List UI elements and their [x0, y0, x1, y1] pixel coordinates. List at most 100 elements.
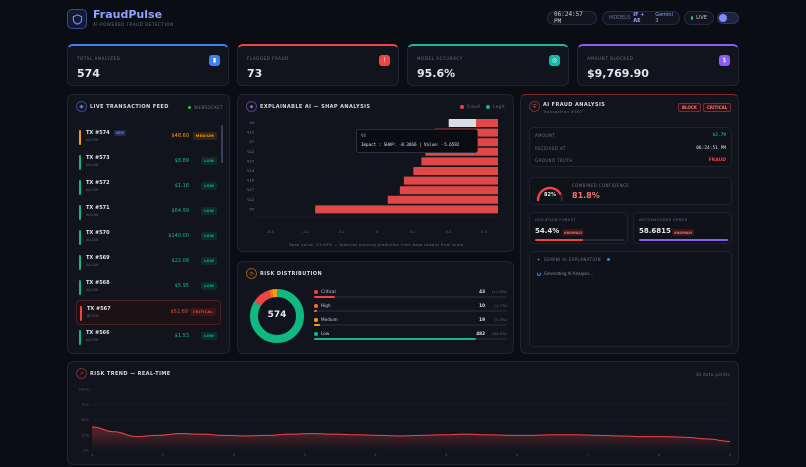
status-dot-icon — [188, 106, 192, 109]
gemini-box: ✦ GEMINI AI EXPLANATION Generating AI An… — [529, 251, 732, 347]
new-badge: NEW — [114, 130, 127, 136]
clock-icon: ◷ — [246, 268, 257, 279]
gemini-header: ✦ GEMINI AI EXPLANATION — [537, 257, 610, 262]
feed-item[interactable]: TX #570 ALLOW $140.00 LOW — [76, 225, 221, 250]
risk-indicator — [79, 180, 81, 195]
risk-bar-fill — [314, 296, 336, 298]
risk-panel: ◷ RISK DISTRIBUTION 574 Critical 43 (11.0%… — [237, 261, 514, 354]
feed-title: LIVE TRANSACTION FEED — [90, 104, 169, 110]
feature-label: V7 — [249, 139, 254, 144]
if-bar-track — [535, 239, 624, 241]
y-tick-label: 100% — [79, 388, 90, 392]
confidence-box: 82% COMBINED CONFIDENCE 81.8% — [529, 177, 732, 205]
tx-id: TX #573 — [86, 155, 110, 161]
live-pill: LIVE — [684, 11, 714, 25]
feed-item[interactable]: TX #566 ALLOW $1.53 LOW — [76, 325, 221, 350]
feed-item[interactable]: TX #571 ALLOW $64.99 LOW — [76, 200, 221, 225]
tx-amount: $5.95 — [174, 283, 189, 289]
x-tick-label: 2 — [233, 453, 235, 457]
shap-bar[interactable] — [387, 195, 498, 204]
tx-amount: $8.89 — [174, 158, 189, 164]
x-tick-label: -0.3 — [266, 230, 273, 234]
x-tick-label: 5 — [445, 453, 447, 457]
shap-bar[interactable] — [315, 205, 498, 214]
stat-value: 95.6% — [417, 67, 456, 80]
tx-id: TX #571 — [86, 205, 110, 211]
shap-bar[interactable] — [413, 167, 498, 175]
shap-bar[interactable] — [421, 157, 498, 166]
models-value: IF + AE — [633, 12, 645, 24]
feed-item[interactable]: TX #567 BLOCK $52.69 CRITICAL — [76, 300, 221, 325]
feature-label: V12 — [247, 149, 254, 154]
y-tick-label: 75% — [81, 403, 90, 407]
tx-amount: $48.60 — [171, 133, 190, 139]
risk-count: 10 — [479, 303, 485, 308]
x-tick-label: 9 — [729, 453, 732, 457]
feed-item[interactable]: TX #572 ALLOW $1.18 LOW — [76, 175, 221, 200]
feature-label: V14 — [247, 168, 255, 173]
y-tick-label: 50% — [81, 418, 90, 422]
risk-bar-track — [314, 310, 507, 312]
x-tick-label: 7 — [587, 453, 589, 457]
feature-label: V27 — [247, 187, 254, 192]
risk-label: High — [321, 303, 331, 308]
feed-item[interactable]: TX #568 ALLOW $5.95 LOW — [76, 275, 221, 300]
legend-fraud-swatch — [459, 104, 464, 109]
shap-bar[interactable] — [399, 186, 498, 195]
toggle-knob-icon — [719, 14, 727, 22]
tx-decision: ALLOW — [86, 263, 99, 267]
logo — [67, 9, 87, 29]
risk-count: 19 — [479, 317, 485, 322]
feed-item[interactable]: TX #569 ALLOW $22.08 LOW — [76, 250, 221, 275]
donut-slice[interactable] — [250, 289, 304, 343]
truth-label: GROUND TRUTH — [535, 158, 573, 163]
shap-panel: ◈ EXPLAINABLE AI — SHAP ANALYSIS Fraud L… — [237, 94, 514, 252]
gauge-fill — [536, 186, 562, 202]
tx-decision: BLOCK — [87, 314, 99, 318]
header: FraudPulse AI-POWERED FRAUD DETECTION 06… — [0, 0, 806, 36]
theme-toggle[interactable] — [717, 12, 739, 24]
shap-bar[interactable] — [403, 176, 498, 185]
risk-bar-track — [314, 296, 507, 298]
tx-decision: ALLOW — [86, 338, 99, 342]
risk-pct: (3.3%) — [494, 317, 507, 322]
risk-indicator — [79, 255, 81, 270]
risk-dot-icon — [314, 290, 318, 294]
tooltip-text: Impact : SHAP: -0.3666 | Value: -5.6592 — [361, 142, 460, 147]
tx-id: TX #572 — [86, 180, 110, 186]
x-tick-label: 6 — [516, 453, 519, 457]
x-tick-label: 8 — [658, 453, 661, 457]
risk-badge: LOW — [201, 332, 217, 340]
risk-badge: LOW — [201, 257, 217, 265]
tx-amount: $52.69 — [170, 309, 189, 315]
target-icon: ◎ — [549, 55, 560, 66]
tx-id: TX #566 — [86, 330, 110, 336]
risk-row: Low 482 (84.0%) — [314, 331, 507, 343]
live-label: LIVE — [696, 15, 707, 21]
feed-item[interactable]: TX #574 NEW ALLOW $48.60 MEDIUM — [76, 125, 221, 150]
trend-icon: ↗ — [76, 368, 87, 379]
x-tick-label: 4 — [374, 453, 377, 457]
shap-footer: Base value: 33.00% — features pushing pr… — [289, 243, 464, 247]
shap-title: EXPLAINABLE AI — SHAP ANALYSIS — [260, 104, 371, 110]
risk-badge: CRITICAL — [189, 308, 216, 316]
stat-card-accuracy: MODEL ACCURACY 95.6% ◎ — [407, 44, 569, 86]
gemini-text: Generating AI Analysis... — [544, 271, 594, 276]
shap-tooltip: V4 Impact : SHAP: -0.3666 | Value: -5.65… — [356, 129, 478, 153]
risk-bar-fill — [314, 324, 321, 326]
feed-item[interactable]: TX #573 ALLOW $8.89 LOW — [76, 150, 221, 175]
stat-value: $9,769.90 — [587, 67, 649, 80]
tx-id: TX #570 — [86, 230, 110, 236]
feed-scrollbar[interactable] — [221, 125, 223, 163]
risk-indicator — [80, 306, 82, 321]
tx-id: TX #574 — [86, 130, 110, 136]
if-label: ISOLATION FOREST — [535, 218, 576, 222]
x-tick-label: 0.1 — [410, 230, 416, 234]
feature-label: V16 — [247, 178, 255, 183]
gemini-status: Generating AI Analysis... — [537, 271, 593, 276]
feed-status: WEBSOCKET — [188, 105, 223, 110]
gauge-value: 82% — [544, 192, 556, 198]
chart-icon: ▮ — [209, 55, 220, 66]
stat-label: FLAGGED FRAUD — [247, 56, 289, 61]
